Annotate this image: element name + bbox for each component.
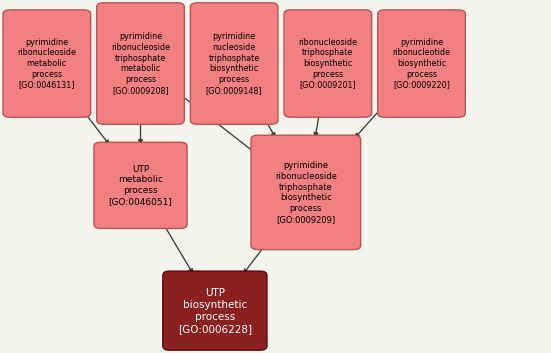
FancyBboxPatch shape <box>284 10 371 117</box>
Text: UTP
metabolic
process
[GO:0046051]: UTP metabolic process [GO:0046051] <box>109 165 172 206</box>
Text: pyrimidine
ribonucleoside
triphosphate
biosynthetic
process
[GO:0009209]: pyrimidine ribonucleoside triphosphate b… <box>275 161 337 224</box>
FancyBboxPatch shape <box>163 271 267 350</box>
FancyBboxPatch shape <box>94 142 187 228</box>
Text: UTP
biosynthetic
process
[GO:0006228]: UTP biosynthetic process [GO:0006228] <box>178 288 252 334</box>
Text: pyrimidine
ribonucleoside
metabolic
process
[GO:0046131]: pyrimidine ribonucleoside metabolic proc… <box>17 37 77 90</box>
FancyBboxPatch shape <box>97 3 184 124</box>
Text: pyrimidine
ribonucleotide
biosynthetic
process
[GO:0009220]: pyrimidine ribonucleotide biosynthetic p… <box>392 37 451 90</box>
FancyBboxPatch shape <box>191 3 278 124</box>
FancyBboxPatch shape <box>251 135 360 250</box>
FancyBboxPatch shape <box>3 10 90 117</box>
Text: ribonucleoside
triphosphate
biosynthetic
process
[GO:0009201]: ribonucleoside triphosphate biosynthetic… <box>298 37 358 90</box>
FancyBboxPatch shape <box>378 10 465 117</box>
Text: pyrimidine
ribonucleoside
triphosphate
metabolic
process
[GO:0009208]: pyrimidine ribonucleoside triphosphate m… <box>111 32 170 95</box>
Text: pyrimidine
nucleoside
triphosphate
biosynthetic
process
[GO:0009148]: pyrimidine nucleoside triphosphate biosy… <box>206 32 262 95</box>
